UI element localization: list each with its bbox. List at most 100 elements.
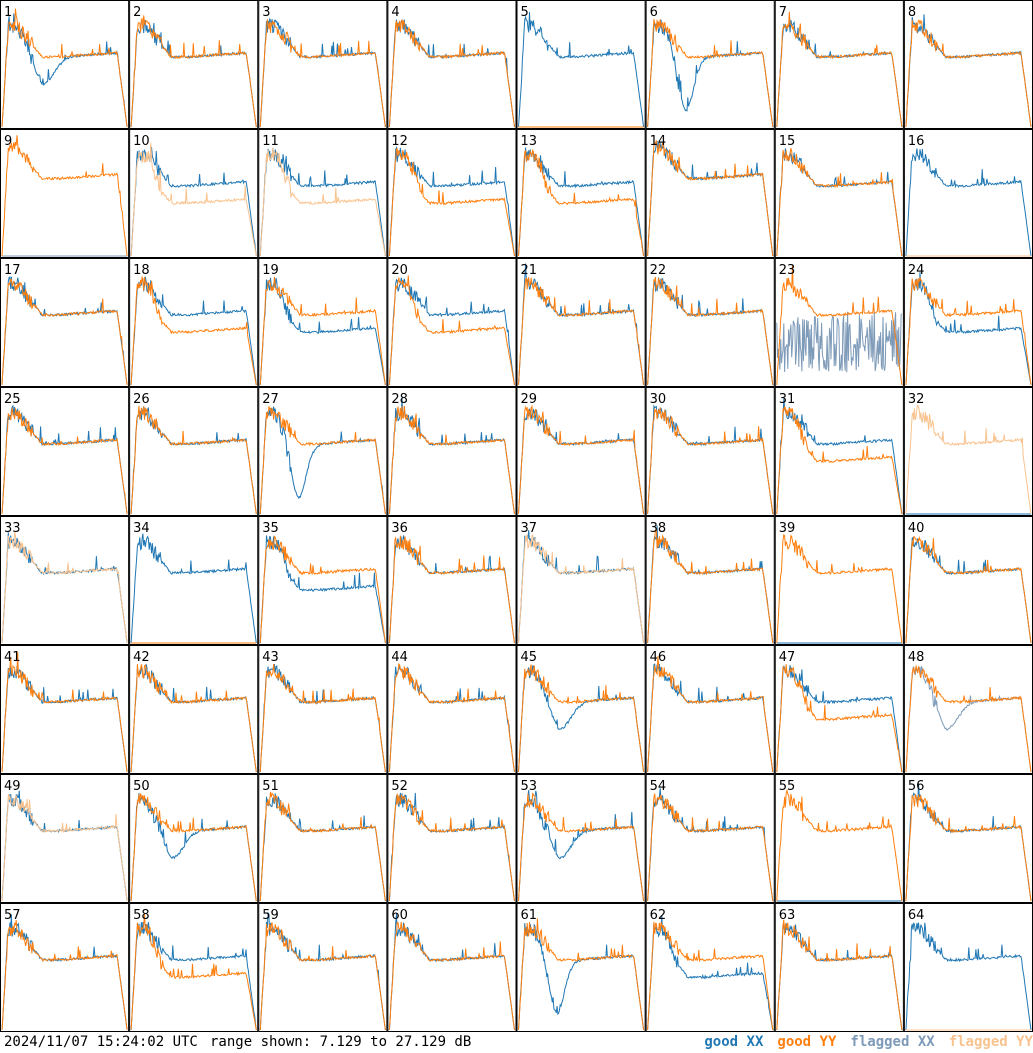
antenna-tile-14: 14 — [645, 129, 775, 258]
tile-frame — [387, 516, 517, 645]
tile-label: 19 — [262, 263, 279, 278]
series-yy-tile-21 — [518, 277, 645, 386]
antenna-tile-20: 20 — [387, 258, 517, 387]
antenna-tile-12: 12 — [387, 129, 517, 258]
series-yy-tile-30 — [647, 407, 774, 515]
range-label: range shown: 7.129 to 27.129 dB — [210, 1034, 472, 1050]
series-yy-tile-22 — [647, 276, 774, 386]
series-xx-tile-24 — [905, 272, 1032, 386]
tile-frame — [0, 774, 130, 903]
tile-label: 40 — [908, 521, 925, 536]
tile-label: 41 — [4, 650, 21, 665]
tile-label: 21 — [521, 263, 538, 278]
tile-label: 58 — [133, 908, 150, 923]
series-yy-tile-9 — [1, 135, 128, 257]
antenna-tile-57: 57 — [0, 903, 130, 1032]
tile-label: 51 — [262, 779, 279, 794]
tile-label: 5 — [521, 5, 529, 20]
tile-label: 10 — [133, 134, 150, 149]
tile-frame — [645, 0, 775, 129]
series-xx-tile-64 — [905, 922, 1032, 1031]
antenna-tile-53: 53 — [516, 774, 646, 903]
tile-frame — [516, 129, 646, 258]
tile-label: 27 — [262, 392, 279, 407]
tile-frame — [387, 258, 517, 387]
tile-frame — [516, 387, 646, 516]
antenna-tile-63: 63 — [774, 903, 904, 1032]
antenna-tile-47: 47 — [774, 645, 904, 774]
tile-frame — [387, 645, 517, 774]
series-yy-tile-43 — [259, 663, 386, 773]
series-yy-tile-56 — [905, 793, 1032, 902]
legend: good XX good YY flagged XX flagged YY — [704, 1032, 1033, 1053]
antenna-tile-39: 39 — [774, 516, 904, 645]
tile-label: 55 — [779, 779, 796, 794]
tile-label: 17 — [4, 263, 21, 278]
series-yy-tile-61 — [518, 918, 645, 1031]
series-yy-tile-60 — [388, 921, 515, 1031]
tile-frame — [0, 516, 130, 645]
antenna-tile-24: 24 — [903, 258, 1033, 387]
tile-label: 47 — [779, 650, 796, 665]
tile-label: 20 — [391, 263, 408, 278]
tile-label: 28 — [391, 392, 408, 407]
antenna-tile-40: 40 — [903, 516, 1033, 645]
series-yy-tile-44 — [388, 662, 515, 773]
tile-label: 59 — [262, 908, 279, 923]
antenna-tile-25: 25 — [0, 387, 130, 516]
tile-label: 34 — [133, 521, 150, 536]
tile-label: 38 — [650, 521, 667, 536]
tile-label: 49 — [4, 779, 21, 794]
tile-label: 30 — [650, 392, 667, 407]
series-yy-tile-52 — [388, 793, 515, 902]
antenna-tile-9: 9 — [0, 129, 130, 258]
tile-frame — [774, 387, 904, 516]
tile-frame — [903, 645, 1033, 774]
tile-frame — [387, 387, 517, 516]
tile-label: 35 — [262, 521, 279, 536]
antenna-tile-10: 10 — [129, 129, 259, 258]
series-yy-tile-17 — [1, 278, 128, 386]
footer: 2024/11/07 15:24:02 UTC range shown: 7.1… — [0, 1032, 1033, 1053]
tile-frame — [774, 903, 904, 1032]
antenna-tile-4: 4 — [387, 0, 517, 129]
tile-label: 2 — [133, 5, 141, 20]
antenna-tile-37: 37 — [516, 516, 646, 645]
antenna-tile-5: 5 — [516, 0, 646, 129]
tile-frame — [129, 903, 259, 1032]
antenna-tile-6: 6 — [645, 0, 775, 129]
antenna-tile-23: 23 — [774, 258, 904, 387]
tile-frame — [774, 774, 904, 903]
tile-label: 57 — [4, 908, 21, 923]
tile-frame — [387, 129, 517, 258]
tile-frame — [774, 645, 904, 774]
series-yy-tile-42 — [130, 664, 257, 773]
tile-label: 56 — [908, 779, 925, 794]
tile-frame — [387, 903, 517, 1032]
tile-label: 11 — [262, 134, 279, 149]
series-yy-tile-47 — [776, 664, 903, 773]
tile-label: 13 — [521, 134, 538, 149]
tile-label: 53 — [521, 779, 538, 794]
tile-label: 33 — [4, 521, 21, 536]
tile-frame — [258, 516, 388, 645]
tile-label: 31 — [779, 392, 796, 407]
antenna-tile-26: 26 — [129, 387, 259, 516]
antenna-tile-16: 16 — [903, 129, 1033, 258]
series-yy-tile-10 — [130, 142, 257, 257]
antenna-tile-21: 21 — [516, 258, 646, 387]
timestamp: 2024/11/07 15:24:02 UTC — [4, 1034, 198, 1050]
tile-frame — [258, 129, 388, 258]
series-yy-tile-13 — [518, 149, 645, 257]
tile-frame — [0, 0, 130, 129]
tile-label: 52 — [391, 779, 408, 794]
antenna-tile-49: 49 — [0, 774, 130, 903]
tile-frame — [258, 903, 388, 1032]
tile-frame — [516, 516, 646, 645]
tile-label: 7 — [779, 5, 787, 20]
series-yy-tile-15 — [776, 148, 903, 257]
antenna-tile-22: 22 — [645, 258, 775, 387]
antenna-tile-58: 58 — [129, 903, 259, 1032]
tile-label: 22 — [650, 263, 667, 278]
series-yy-tile-25 — [1, 407, 128, 515]
